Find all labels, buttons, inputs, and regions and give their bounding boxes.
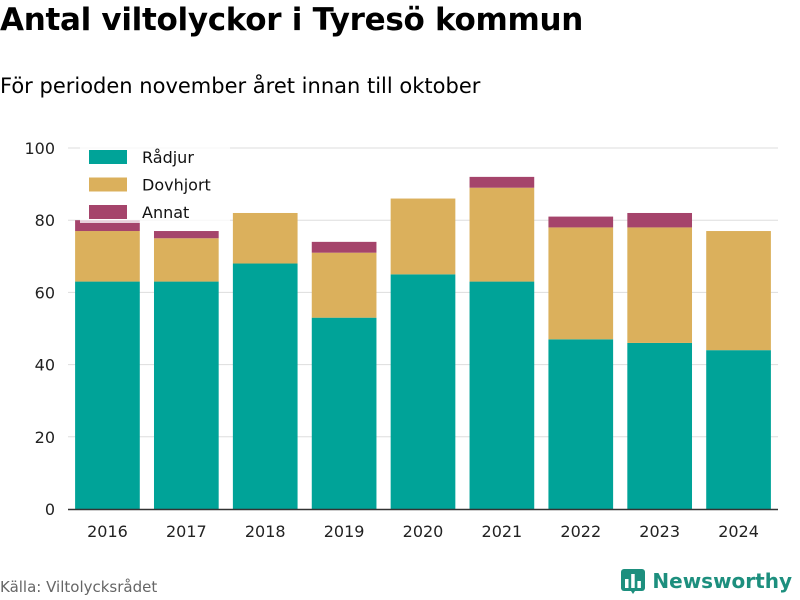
legend-swatch: [89, 205, 127, 219]
y-tick-label: 100: [24, 139, 55, 158]
bar-segment-annat: [469, 176, 535, 188]
bar-segment-rådjur: [311, 317, 377, 509]
legend-swatch: [89, 177, 127, 192]
axes: 0 20 40 60 80 100 2016 2017 2018 2019 2020 2021 2022…: [24, 139, 778, 541]
x-tick-label: 2021: [482, 522, 523, 541]
brand-name: Newsworthy: [652, 569, 792, 593]
bar-chart-logo-icon: [621, 569, 646, 594]
legend: Rådjur Dovhjort Annat: [80, 143, 230, 223]
bar-segment-annat: [311, 241, 377, 253]
bar-segment-dovhjort: [153, 238, 219, 282]
x-tick-label: 2018: [245, 522, 286, 541]
bar-segment-rådjur: [706, 350, 771, 509]
brand: Newsworthy: [620, 568, 792, 594]
y-tick-label: 0: [45, 500, 55, 519]
bar-segment-dovhjort: [706, 231, 771, 351]
x-tick-label: 2016: [87, 522, 128, 541]
source-note: Källa: Viltolycksrådet: [0, 578, 158, 596]
bar-segment-annat: [548, 216, 614, 228]
bar-segment-dovhjort: [75, 231, 140, 282]
y-tick-label: 60: [35, 283, 55, 302]
bar-segment-rådjur: [232, 263, 298, 509]
bar-segment-rådjur: [75, 281, 140, 509]
bar-segment-rådjur: [469, 281, 535, 509]
x-tick-label: 2022: [560, 522, 601, 541]
bar-segment-dovhjort: [627, 227, 693, 343]
bar-segment-dovhjort: [311, 252, 377, 318]
bar-segment-annat: [153, 231, 219, 239]
legend-swatch: [89, 150, 127, 164]
bar-segment-dovhjort: [469, 187, 535, 282]
legend-label: Annat: [142, 203, 189, 222]
y-tick-label: 40: [35, 356, 55, 375]
legend-label: Dovhjort: [142, 176, 211, 195]
bar-segment-dovhjort: [548, 227, 614, 340]
bar-segment-rådjur: [548, 339, 614, 509]
chart-subtitle: För perioden november året innan till ok…: [0, 74, 481, 98]
bar-segment-rådjur: [153, 281, 219, 509]
x-tick-label: 2019: [324, 522, 365, 541]
x-tick-label: 2024: [718, 522, 759, 541]
bar-segment-annat: [75, 220, 140, 232]
y-tick-label: 80: [35, 211, 55, 230]
x-tick-label: 2017: [166, 522, 207, 541]
bars: [75, 176, 771, 509]
bar-segment-rådjur: [627, 342, 693, 509]
x-tick-label: 2023: [639, 522, 680, 541]
bar-segment-rådjur: [390, 274, 456, 509]
y-tick-label: 20: [35, 428, 55, 447]
stacked-bar-chart: 0 20 40 60 80 100 2016 2017 2018 2019 2020 2021 2022…: [24, 139, 778, 541]
bar-segment-dovhjort: [390, 198, 456, 275]
chart-title: Antal viltolyckor i Tyresö kommun: [0, 2, 584, 38]
x-tick-label: 2020: [403, 522, 444, 541]
bar-segment-dovhjort: [232, 212, 298, 264]
legend-label: Rådjur: [142, 148, 194, 167]
bar-segment-annat: [627, 212, 693, 228]
